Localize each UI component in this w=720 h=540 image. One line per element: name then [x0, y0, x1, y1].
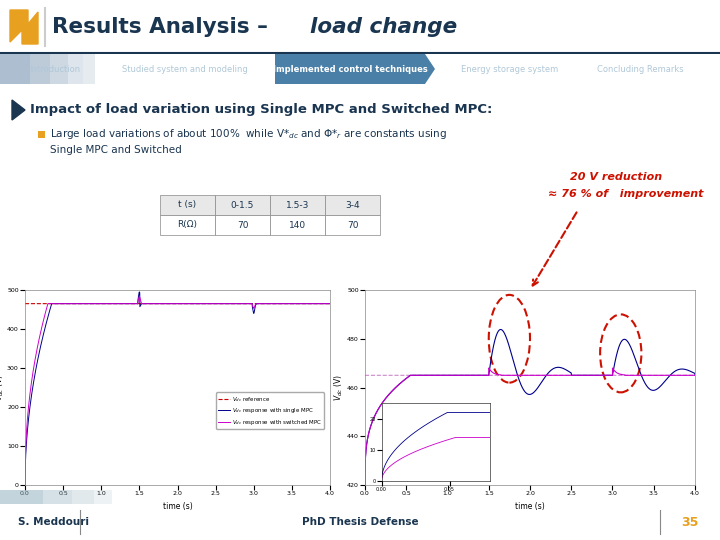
$V_{dc}$ response with switched MPC: [261, 300, 269, 307]
$V_{dc}$ response with switched MPC: [317, 300, 325, 307]
$V_{dc}$ response with single MPC: [21, 482, 30, 488]
Text: 1.5-3: 1.5-3: [286, 200, 309, 210]
Text: 0-1.5: 0-1.5: [231, 200, 254, 210]
Bar: [270, 215, 325, 235]
Text: 3-4: 3-4: [345, 200, 360, 210]
$V_{dc}$ response with single MPC: [261, 300, 269, 307]
$V_{dc}$ reference: [317, 300, 325, 307]
$V_{dc}$ response with switched MPC: [21, 482, 30, 488]
Polygon shape: [10, 10, 38, 44]
Text: t (s): t (s): [179, 200, 197, 210]
Bar: [215, 215, 270, 235]
Y-axis label: $V_{dc}$ (V): $V_{dc}$ (V): [333, 374, 346, 401]
$V_{dc}$ response with single MPC: [317, 300, 325, 307]
$V_{dc}$ reference: [169, 300, 178, 307]
$V_{dc}$ response with single MPC: [161, 300, 170, 307]
Text: ≈ 76 % of   improvement: ≈ 76 % of improvement: [548, 189, 703, 199]
$V_{dc}$ response with switched MPC: [169, 300, 178, 307]
Bar: [0, 54, 30, 84]
Bar: [160, 215, 215, 235]
$V_{dc}$ response with single MPC: [169, 300, 178, 307]
Bar: [43, 490, 72, 504]
Bar: [30, 54, 50, 84]
Bar: [38, 131, 45, 138]
Text: PhD Thesis Defense: PhD Thesis Defense: [302, 517, 418, 527]
Line: $V_{dc}$ response with single MPC: $V_{dc}$ response with single MPC: [25, 292, 330, 485]
$V_{dc}$ reference: [317, 300, 325, 307]
$V_{dc}$ reference: [36, 300, 45, 307]
$V_{dc}$ response with switched MPC: [161, 300, 170, 307]
Text: S. Meddouri: S. Meddouri: [18, 517, 89, 527]
Text: Single MPC and Switched: Single MPC and Switched: [50, 145, 181, 155]
Bar: [270, 195, 325, 215]
Text: Impact of load variation using Single MPC and Switched MPC:: Impact of load variation using Single MP…: [30, 104, 492, 117]
Y-axis label: $V_{dc}$ (V): $V_{dc}$ (V): [0, 374, 6, 401]
X-axis label: time (s): time (s): [163, 502, 192, 511]
Bar: [215, 195, 270, 215]
Text: Energy storage system: Energy storage system: [462, 64, 559, 73]
Bar: [325, 195, 380, 215]
Bar: [0, 490, 43, 504]
$V_{dc}$ reference: [161, 300, 169, 307]
Polygon shape: [12, 100, 25, 120]
Bar: [72, 490, 94, 504]
Text: Large load variations of about 100%  while V*$_{dc}$ and $\Phi$*$_{r}$ are const: Large load variations of about 100% whil…: [50, 127, 446, 141]
Legend: $V_{dc}$ reference, $V_{dc}$ response with single MPC, $V_{dc}$ response with sw: $V_{dc}$ reference, $V_{dc}$ response wi…: [216, 393, 324, 429]
Text: 140: 140: [289, 220, 306, 230]
$V_{dc}$ reference: [325, 300, 334, 307]
Text: Results Analysis –: Results Analysis –: [52, 17, 275, 37]
$V_{dc}$ response with single MPC: [317, 300, 325, 307]
Text: 20 V reduction: 20 V reduction: [570, 172, 662, 182]
Text: Studied system and modeling: Studied system and modeling: [122, 64, 248, 73]
$V_{dc}$ response with single MPC: [36, 343, 45, 350]
FancyBboxPatch shape: [275, 54, 425, 84]
Bar: [94, 490, 112, 504]
Text: Concluding Remarks: Concluding Remarks: [597, 64, 683, 73]
Bar: [68, 54, 83, 84]
Bar: [160, 195, 215, 215]
$V_{dc}$ response with switched MPC: [325, 300, 334, 307]
$V_{dc}$ response with single MPC: [135, 289, 144, 295]
Text: load change: load change: [310, 17, 457, 37]
Text: 35: 35: [681, 516, 698, 529]
$V_{dc}$ response with switched MPC: [36, 329, 45, 336]
Text: R(Ω): R(Ω): [178, 220, 197, 230]
$V_{dc}$ response with switched MPC: [135, 293, 144, 300]
Text: 70: 70: [237, 220, 248, 230]
X-axis label: time (s): time (s): [515, 502, 545, 511]
$V_{dc}$ reference: [261, 300, 269, 307]
Text: 70: 70: [347, 220, 359, 230]
$V_{dc}$ reference: [21, 300, 30, 307]
Line: $V_{dc}$ response with switched MPC: $V_{dc}$ response with switched MPC: [25, 296, 330, 485]
Text: Introduction: Introduction: [30, 64, 81, 73]
Text: Implemented control techniques: Implemented control techniques: [273, 64, 428, 73]
Bar: [50, 54, 68, 84]
Bar: [325, 215, 380, 235]
Bar: [83, 54, 95, 84]
$V_{dc}$ response with switched MPC: [317, 300, 325, 307]
$V_{dc}$ response with single MPC: [325, 300, 334, 307]
Polygon shape: [425, 54, 435, 84]
